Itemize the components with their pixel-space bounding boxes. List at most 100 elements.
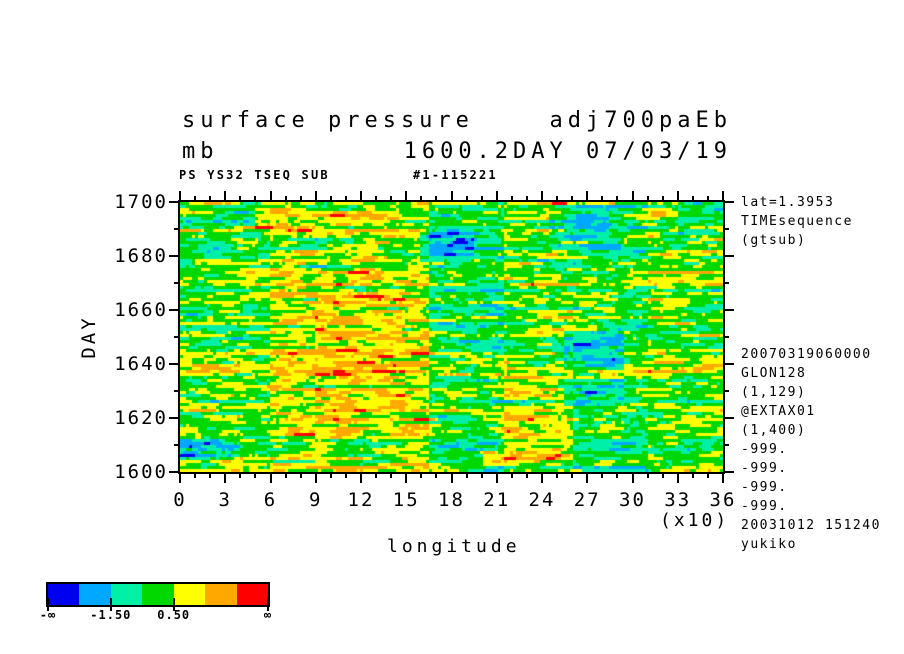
y-axis-tick-left	[169, 471, 178, 473]
x-axis-tick-label: 36	[709, 489, 737, 511]
meta-run-label: PS YS32 TSEQ SUB	[179, 168, 330, 182]
x-axis-tick-bottom	[511, 474, 513, 478]
x-axis-tick-bottom	[692, 474, 694, 478]
y-axis-tick-left	[169, 417, 178, 419]
x-axis-tick-bottom	[601, 474, 603, 478]
y-axis-tick-label: 1680	[114, 245, 168, 267]
x-axis-tick-top	[224, 191, 226, 200]
x-axis-tick-top	[254, 196, 256, 200]
x-axis-tick-label: 18	[438, 489, 465, 511]
colorbar-tick	[267, 598, 269, 611]
x-axis-tick-label: 12	[347, 489, 375, 511]
x-axis-tick-bottom	[481, 474, 483, 478]
y-axis-tick-label: 1600	[114, 461, 168, 483]
colorbar-segment	[236, 584, 268, 605]
x-axis-tick-top	[375, 196, 377, 200]
x-axis-tick-top	[586, 191, 588, 200]
y-axis-tick-right	[725, 363, 734, 365]
x-axis-tick-top	[571, 196, 573, 200]
y-axis-tick-label: 1620	[114, 407, 168, 429]
x-axis-tick-top	[616, 196, 618, 200]
x-axis-tick-bottom	[722, 474, 724, 483]
y-axis-tick-left	[169, 363, 178, 365]
y-axis-tick-left	[174, 390, 178, 392]
x-axis-tick-bottom	[435, 474, 437, 478]
x-axis-tick-top	[360, 191, 362, 200]
colorbar-segment	[205, 584, 237, 605]
x-axis-tick-label: 15	[392, 489, 420, 511]
x-axis-tick-top	[420, 196, 422, 200]
x-axis-tick-top	[481, 196, 483, 200]
y-axis-tick-right	[725, 444, 729, 446]
colorbar-segment	[173, 584, 206, 605]
x-axis-tick-top	[451, 191, 453, 200]
y-axis-tick-right	[725, 282, 729, 284]
y-axis-tick-right	[725, 390, 729, 392]
x-axis-tick-top	[330, 196, 332, 200]
colorbar-tick-label: -1.50	[90, 608, 132, 622]
x-axis-tick-bottom	[330, 474, 332, 478]
x-axis-tick-bottom	[345, 474, 347, 478]
x-axis-tick-top	[722, 191, 724, 200]
x-axis-tick-top	[390, 196, 392, 200]
y-axis-tick-left	[174, 282, 178, 284]
y-axis-tick-left	[169, 255, 178, 257]
x-axis-tick-bottom	[556, 474, 558, 478]
x-axis-tick-bottom	[375, 474, 377, 478]
colorbar-tick-label: -∞	[39, 608, 57, 622]
side-note-line: (1,400)	[741, 423, 807, 438]
x-axis-tick-label: 33	[664, 489, 692, 511]
x-axis-tick-top	[632, 191, 634, 200]
x-axis-tick-bottom	[541, 474, 543, 483]
y-axis-tick-left	[169, 201, 178, 203]
x-axis-tick-bottom	[224, 474, 226, 483]
x-axis-tick-top	[270, 191, 272, 200]
x-axis-tick-bottom	[420, 474, 422, 478]
x-axis-tick-top	[662, 196, 664, 200]
side-note-line: TIMEsequence	[741, 214, 853, 229]
side-note-line: -999.	[741, 499, 788, 514]
side-note-line: (1,129)	[741, 385, 807, 400]
x-axis-tick-top	[285, 196, 287, 200]
x-axis-tick-bottom	[194, 474, 196, 478]
x-axis-tick-bottom	[466, 474, 468, 478]
y-axis-tick-left	[169, 309, 178, 311]
colorbar-tick	[172, 598, 175, 611]
x-axis-tick-top	[692, 196, 694, 200]
side-note-line: (gtsub)	[741, 233, 807, 248]
x-axis-tick-bottom	[647, 474, 649, 478]
x-axis-tick-top	[209, 196, 211, 200]
colorbar-segment	[110, 584, 143, 605]
x-axis-tick-top	[405, 191, 407, 200]
side-notes-bottom: 20070319060000 GLON128 (1,129) @EXTAX01 (1,4…	[741, 345, 881, 554]
x-axis-tick-bottom	[270, 474, 272, 483]
units-label: mb	[182, 139, 219, 164]
y-axis-tick-right	[725, 471, 734, 473]
x-axis-tick-bottom	[571, 474, 573, 478]
x-axis-tick-top	[511, 196, 513, 200]
x-axis-tick-bottom	[390, 474, 392, 478]
side-notes-top: lat=1.3953 TIMEsequence (gtsub)	[741, 193, 853, 250]
x-axis-tick-top	[526, 196, 528, 200]
side-note-line: lat=1.3953	[741, 195, 835, 210]
x-axis-tick-label: 9	[309, 489, 323, 511]
x-axis-tick-top	[466, 196, 468, 200]
x-axis-tick-top	[435, 196, 437, 200]
x-axis-tick-top	[345, 196, 347, 200]
side-note-line: @EXTAX01	[741, 404, 816, 419]
x-axis-tick-label: 27	[573, 489, 601, 511]
y-axis-tick-right	[725, 228, 729, 230]
y-axis-tick-label: 1640	[114, 353, 168, 375]
x-axis-tick-top	[315, 191, 317, 200]
x-axis-tick-top	[556, 196, 558, 200]
x-axis-tick-bottom	[707, 474, 709, 478]
x-axis-tick-bottom	[360, 474, 362, 483]
x-axis-tick-top	[707, 196, 709, 200]
colorbar-tick	[109, 598, 112, 611]
colorbar-tick-label: ∞	[263, 608, 273, 622]
x-axis-tick-bottom	[300, 474, 302, 478]
x-axis-tick-bottom	[632, 474, 634, 483]
side-note-line: 20031012 151240	[741, 518, 881, 533]
chart-title-experiment-id: adj700paEb	[549, 108, 732, 133]
